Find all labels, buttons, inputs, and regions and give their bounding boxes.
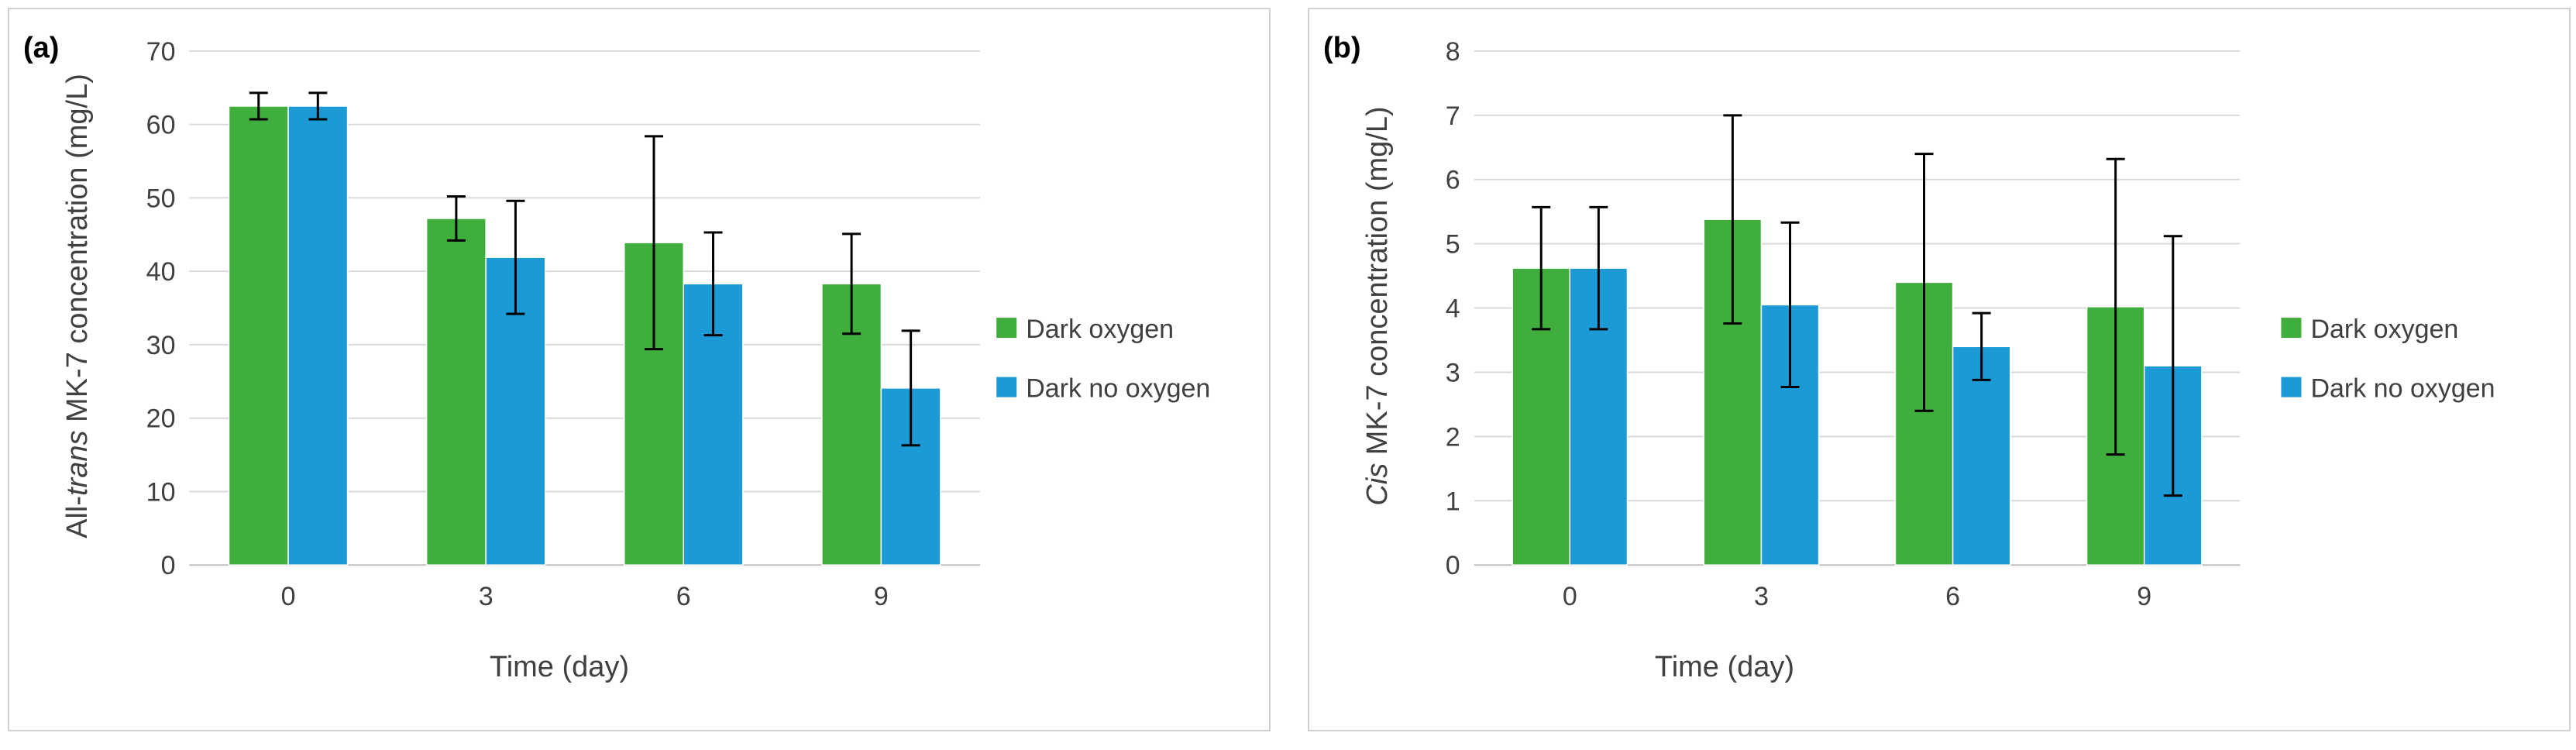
x-tick-label: 9 — [874, 582, 889, 611]
x-axis-ticks: 0 3 6 9 — [1563, 582, 2151, 611]
y-tick-label: 60 — [146, 111, 176, 140]
legend-label: Dark no oxygen — [1026, 374, 1210, 404]
y-tick-label: 0 — [1446, 551, 1460, 580]
legend-label: Dark oxygen — [2310, 315, 2458, 344]
panel-label: (b) — [1323, 32, 1361, 64]
y-tick-label: 10 — [146, 477, 176, 507]
panel-label: (a) — [23, 32, 59, 64]
legend-swatch — [2281, 318, 2302, 339]
bar — [287, 105, 349, 566]
y-tick-label: 4 — [1446, 294, 1460, 324]
y-tick-label: 6 — [1446, 166, 1460, 195]
bar — [425, 218, 487, 566]
x-tick-label: 6 — [1945, 582, 1960, 611]
y-tick-label: 40 — [146, 257, 176, 287]
bar — [683, 283, 744, 566]
x-tick-label: 0 — [1563, 582, 1577, 611]
y-tick-label: 20 — [146, 404, 176, 434]
bars — [1512, 218, 2203, 566]
legend-label: Dark oxygen — [1026, 315, 1174, 344]
y-tick-label: 2 — [1446, 422, 1460, 452]
bar — [821, 283, 882, 566]
error-bars — [1532, 114, 2182, 497]
y-axis-ticks: 0 10 20 30 40 50 60 70 — [146, 37, 176, 580]
y-tick-label: 7 — [1446, 101, 1460, 131]
bar — [228, 105, 289, 566]
y-tick-label: 3 — [1446, 358, 1460, 387]
y-tick-label: 8 — [1446, 37, 1460, 67]
bar — [1952, 346, 2011, 566]
y-tick-label: 70 — [146, 37, 176, 67]
y-tick-label: 5 — [1446, 230, 1460, 260]
y-axis-title: Cis MK-7 concentration (mg/L) — [1361, 106, 1394, 505]
legend-swatch — [996, 377, 1017, 397]
y-axis-title: All-trans MK-7 concentration (mg/L) — [61, 74, 94, 538]
x-tick-label: 3 — [1754, 582, 1769, 611]
y-tick-label: 30 — [146, 331, 176, 360]
y-tick-label: 1 — [1446, 487, 1460, 516]
error-bars — [249, 91, 920, 447]
legend-label: Dark no oxygen — [2310, 374, 2495, 404]
y-tick-label: 50 — [146, 184, 176, 213]
x-tick-label: 6 — [676, 582, 691, 611]
legend: Dark oxygen Dark no oxygen — [2281, 315, 2495, 404]
x-axis-ticks: 0 3 6 9 — [281, 582, 889, 611]
x-axis-title: Time (day) — [1655, 651, 1794, 683]
y-axis-ticks: 0 1 2 3 4 5 6 7 8 — [1446, 37, 1460, 580]
legend-swatch — [2281, 377, 2302, 397]
x-tick-label: 3 — [479, 582, 494, 611]
chart-panel-b: (b) 0 1 2 3 4 5 6 7 8 0 3 6 9 Cis MK-7 concentratio… — [1308, 8, 2571, 731]
y-tick-label: 0 — [161, 551, 176, 580]
x-axis-title: Time (day) — [490, 651, 629, 683]
legend-swatch — [996, 318, 1017, 339]
x-tick-label: 0 — [281, 582, 296, 611]
x-tick-label: 9 — [2137, 582, 2151, 611]
legend: Dark oxygen Dark no oxygen — [996, 315, 1210, 404]
chart-panel-a: (a) 0 10 20 30 40 50 60 70 0 3 6 9 All-trans MK-7 … — [8, 8, 1271, 731]
